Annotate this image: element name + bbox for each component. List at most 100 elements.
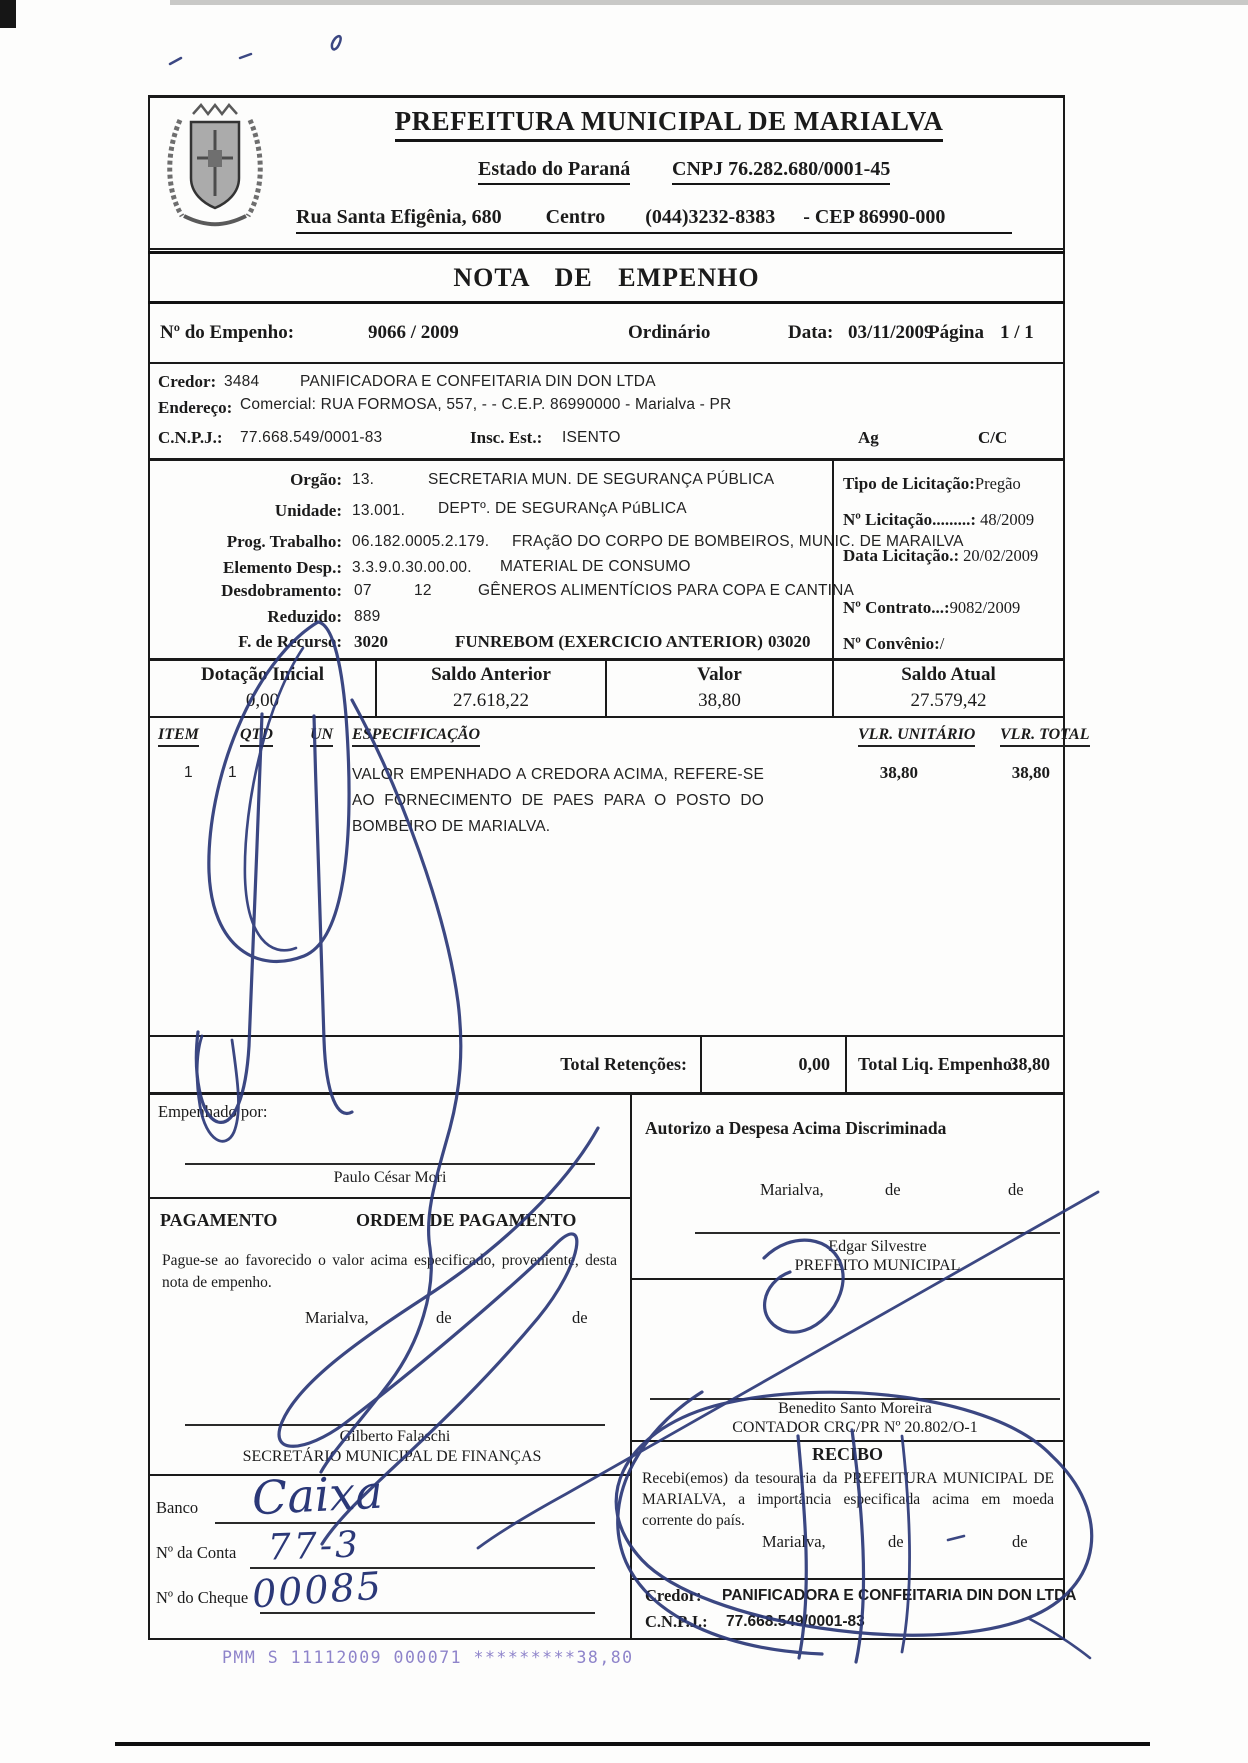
autorizo-cidade: Marialva, (760, 1180, 824, 1199)
handwritten-conta: 77-3 (267, 1524, 362, 1569)
prog-trabalho-desc: FRAçãO DO CORPO DE BOMBEIROS, MUNIC. DE … (512, 533, 964, 550)
doc-title-bar: NOTA DE EMPENHO (148, 251, 1065, 304)
endereco-label: Endereço: (158, 398, 233, 417)
scan-edge-top (170, 0, 1248, 5)
saldo-atual-value: 27.579,42 (910, 690, 987, 711)
fonte-recurso-desc: FUNREBOM (EXERCICIO ANTERIOR) (455, 632, 763, 651)
autorizo-de2: de (1008, 1180, 1024, 1199)
recibo-cnpj-label: C.N.P.J.: (645, 1612, 708, 1631)
saldos-div-3 (832, 658, 834, 716)
municipal-coat-of-arms (167, 102, 263, 227)
reduzido-label: Reduzido: (267, 607, 342, 626)
desdobramento-code2: 12 (414, 582, 432, 599)
border-below-empenho-row (148, 362, 1065, 364)
valor-value: 38,80 (698, 690, 741, 711)
border-below-header (148, 248, 1065, 250)
cheque-line (260, 1612, 595, 1614)
saldo-anterior-value: 27.618,22 (453, 690, 529, 711)
pagamento-title: PAGAMENTO (160, 1210, 278, 1230)
empenho-number: 9066 / 2009 (368, 322, 459, 343)
empenho-date-label: Data: (788, 322, 834, 343)
prog-trabalho-label: Prog. Trabalho: (226, 532, 342, 551)
form-border-left (148, 95, 150, 1638)
cheque-label: Nº do Cheque (156, 1588, 249, 1607)
org-phone: (044)3232-8383 (645, 206, 776, 228)
recibo-de1: de (888, 1532, 904, 1551)
border-below-credor (148, 458, 1065, 461)
num-contrato: Nº Contrato...:9082/2009 (843, 598, 1021, 617)
item-vlr-unitario: 38,80 (879, 763, 918, 782)
col-vlr-total: VLR. TOTAL (1000, 726, 1090, 747)
unidade-label: Unidade: (274, 501, 342, 520)
pagamento-texto: Pague-se ao favorecido o valor acima esp… (162, 1252, 617, 1291)
conta-line (250, 1567, 595, 1569)
totais-div-2 (845, 1035, 847, 1092)
border-above-recibo-credor (630, 1578, 1065, 1580)
empenhado-signature-line (185, 1163, 595, 1165)
total-retencoes-label: Total Retenções: (560, 1054, 687, 1074)
cnpj-value: 77.668.549/0001-83 (240, 429, 383, 446)
empenho-type: Ordinário (628, 322, 711, 343)
col-especificacao: ESPECIFICAÇÃO (352, 726, 481, 747)
endereco-value: Comercial: RUA FORMOSA, 557, - - C.E.P. … (240, 396, 732, 413)
pagamento-cidade: Marialva, (305, 1308, 369, 1327)
reduzido-value: 889 (354, 608, 381, 625)
unidade-code: 13.001. (352, 502, 406, 519)
recibo-credor-value: PANIFICADORA E CONFEITARIA DIN DON LTDA (722, 1587, 1077, 1604)
col-un: UN (310, 726, 334, 747)
col-qtd: QTD (240, 726, 273, 747)
recibo-texto: Recebi(emos) da tesouraria da PREFEITURA… (642, 1470, 1054, 1529)
empenho-date: 03/11/2009 (848, 322, 934, 343)
elemento-desp-code: 3.3.9.0.30.00.00. (352, 559, 472, 576)
prefeito-signature-line (695, 1232, 1060, 1234)
org-address-line: Rua Santa Efigênia, 680 Centro (044)3232… (296, 206, 1012, 234)
border-below-saldos (148, 716, 1065, 718)
elemento-desp-desc: MATERIAL DE CONSUMO (500, 558, 691, 575)
handwritten-cheque: 00085 (250, 1563, 385, 1617)
secretario-cargo: SECRETÁRIO MUNICIPAL DE FINANÇAS (242, 1448, 542, 1465)
item-qtd: 1 (228, 764, 237, 781)
empenhado-signer-name: Paulo César Mori (333, 1169, 447, 1186)
orgao-desc: SECRETARIA MUN. DE SEGURANÇA PÚBLICA (428, 471, 775, 488)
total-retencoes-value: 0,00 (798, 1054, 831, 1074)
divider-licitacao (832, 460, 834, 658)
pagamento-de2: de (572, 1308, 588, 1327)
elemento-desp-label: Elemento Desp.: (223, 558, 342, 577)
cc-label: C/C (978, 428, 1008, 447)
total-liq-empenho-label: Total Liq. Empenho: (858, 1054, 1018, 1074)
org-cnpj: CNPJ 76.282.680/0001-45 (672, 158, 891, 185)
ag-label: Ag (858, 428, 879, 447)
empenho-number-label: Nº do Empenho: (160, 322, 295, 343)
page-indicator: 1 / 1 (1000, 322, 1034, 343)
unidade-desc: DEPTº. DE SEGURANçA PúBLICA (438, 500, 687, 517)
border-above-totais (148, 1035, 1065, 1037)
num-convenio: Nº Convênio:/ (843, 634, 945, 653)
cnpj-label: C.N.P.J.: (158, 428, 223, 447)
fonte-recurso-label: F. de Recurso: (238, 632, 342, 651)
scan-corner-mark (0, 0, 16, 28)
credor-code: 3484 (224, 373, 260, 390)
item-especificacao: VALOR EMPENHADO A CREDORA ACIMA, REFERE-… (352, 766, 764, 835)
pagamento-de1: de (436, 1308, 452, 1327)
recibo-title: RECIBO (811, 1444, 883, 1464)
num-licitacao: Nº Licitação.........: 48/2009 (843, 510, 1035, 529)
total-liq-empenho-value: 38,80 (1009, 1054, 1051, 1074)
border-below-prefeito (630, 1278, 1065, 1280)
dotacao-inicial-label: Dotação Inicial (201, 664, 324, 685)
prefeito-nome: Edgar Silvestre (828, 1238, 927, 1255)
credor-label: Credor: (158, 372, 217, 391)
scan-edge-bottom (115, 1742, 1150, 1746)
border-below-totais (148, 1092, 1065, 1095)
insc-est-label: Insc. Est.: (470, 428, 543, 447)
item-num: 1 (184, 764, 193, 781)
totais-div-1 (700, 1035, 702, 1092)
banco-label: Banco (156, 1498, 199, 1517)
orgao-label: Orgão: (290, 470, 342, 489)
autorizo-de1: de (885, 1180, 901, 1199)
recibo-cnpj-value: 77.668.549/0001-83 (726, 1613, 865, 1630)
credor-name: PANIFICADORA E CONFEITARIA DIN DON LTDA (300, 373, 656, 390)
orgao-code: 13. (352, 471, 375, 488)
page-indicator-label: Página (928, 322, 984, 343)
fonte-recurso-code: 3020 (354, 632, 388, 651)
